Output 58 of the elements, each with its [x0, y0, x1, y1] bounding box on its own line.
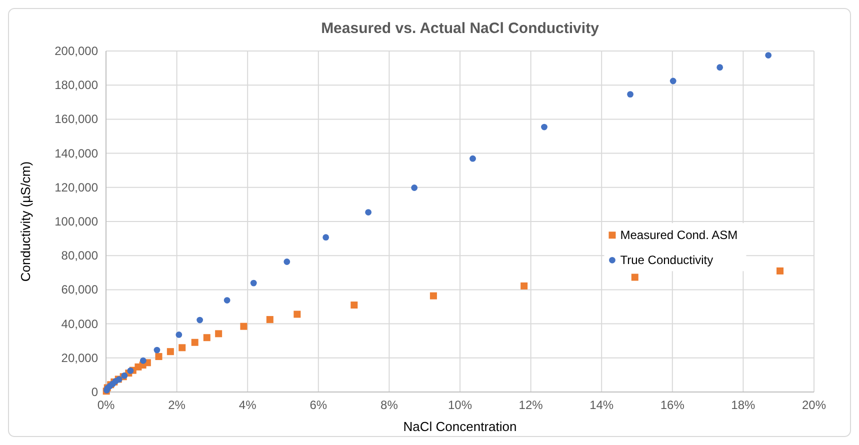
x-tick-label: 18% [731, 398, 756, 412]
legend-label: True Conductivity [620, 253, 714, 268]
point [240, 322, 248, 330]
point [284, 258, 290, 265]
point [670, 78, 676, 84]
x-tick-label: 2% [168, 398, 186, 412]
point [322, 234, 330, 241]
x-tick-label: 8% [380, 398, 398, 412]
point [155, 353, 162, 360]
point [294, 310, 301, 318]
x-tick-label: 20% [802, 398, 826, 412]
y-tick-label: 60,000 [61, 282, 98, 297]
point [716, 64, 724, 71]
y-tick-label: 160,000 [54, 112, 98, 126]
point [178, 344, 186, 352]
y-tick-label: 20,000 [61, 350, 98, 365]
point [365, 209, 372, 216]
point [196, 316, 204, 324]
point [631, 274, 638, 281]
y-tick-label: 140,000 [54, 146, 98, 160]
point [627, 91, 634, 98]
point [191, 338, 198, 346]
x-tick-label: 10% [448, 398, 472, 412]
point [776, 267, 784, 274]
x-axis-title: NaCl Concentration [403, 419, 517, 434]
point [411, 184, 418, 191]
point [127, 367, 134, 374]
y-tick-label: 120,000 [54, 180, 98, 194]
point [154, 346, 160, 354]
point [166, 348, 174, 356]
x-tick-label: 6% [310, 398, 328, 412]
legend-label: Measured Cond. ASM [620, 228, 738, 242]
chart-title: Measured vs. Actual NaCl Conductivity [321, 20, 600, 37]
x-tick-label: 16% [660, 398, 685, 412]
point [224, 297, 230, 304]
point [203, 334, 210, 342]
y-tick-label: 80,000 [61, 248, 98, 263]
point [266, 316, 274, 324]
point [520, 282, 528, 290]
point [140, 357, 146, 364]
point [215, 330, 222, 338]
y-tick-label: 0 [91, 385, 98, 399]
y-tick-label: 200,000 [54, 44, 98, 58]
x-tick-label: 4% [238, 398, 257, 412]
point [350, 302, 358, 309]
x-tick-label: 12% [518, 398, 544, 412]
point [470, 155, 476, 162]
y-tick-label: 40,000 [61, 316, 98, 331]
y-tick-label: 180,000 [54, 78, 98, 92]
point [541, 124, 548, 130]
y-axis-title: Conductivity (µS/cm) [18, 161, 33, 282]
y-tick-label: 100,000 [54, 214, 98, 228]
x-tick-label: 14% [590, 398, 614, 412]
point [430, 292, 437, 300]
point [176, 332, 182, 338]
point [765, 52, 772, 58]
x-tick-label: 0% [97, 398, 115, 412]
point [250, 280, 257, 286]
